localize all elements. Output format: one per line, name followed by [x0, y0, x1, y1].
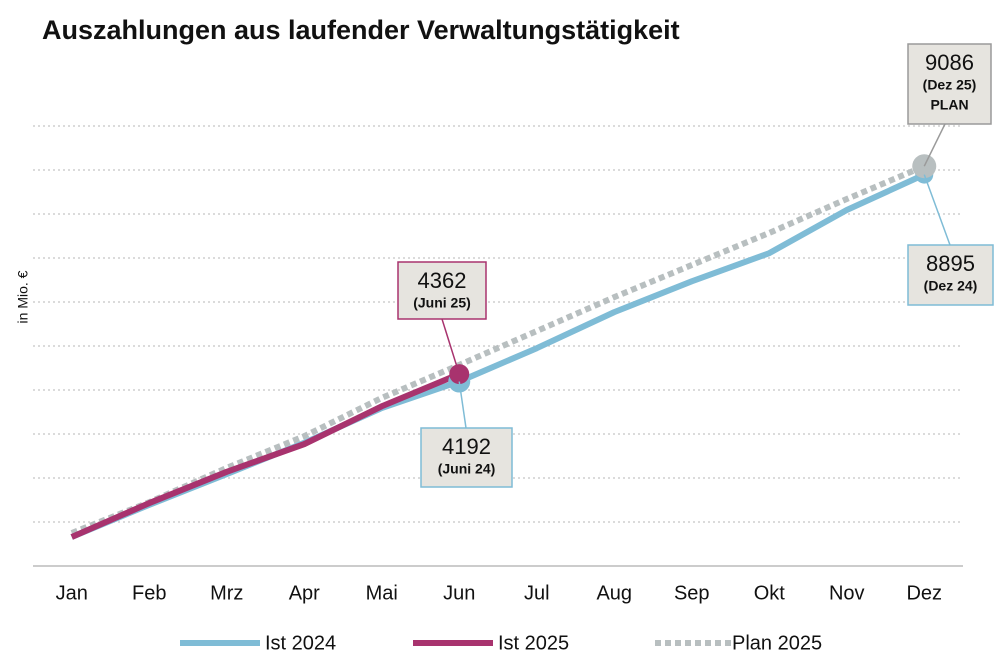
annotation-connector — [923, 174, 951, 246]
x-tick-label: Apr — [289, 582, 320, 604]
series-line — [70, 371, 461, 540]
x-tick-label: Feb — [132, 582, 166, 604]
annotation-box — [397, 261, 487, 320]
legend-label: Plan 2025 — [732, 632, 822, 654]
annotation-label: (Dez 24) — [924, 278, 978, 294]
annotation-label: (Juni 25) — [413, 295, 471, 311]
y-axis-label: in Mio. € — [15, 270, 31, 323]
x-tick-label: Jul — [524, 582, 550, 604]
x-tick-label: Mrz — [210, 582, 243, 604]
annotation-label: (Dez 25) — [923, 77, 977, 93]
x-tick-label: Nov — [829, 582, 865, 604]
annotation-value: 9086 — [925, 50, 974, 75]
x-tick-label: Jun — [443, 582, 475, 604]
x-tick-label: Aug — [596, 582, 632, 604]
annotation-box — [907, 244, 994, 306]
x-tick-label: Sep — [674, 582, 710, 604]
annotation-connector — [458, 381, 467, 429]
annotation-note: PLAN — [930, 97, 968, 113]
annotation-value: 8895 — [926, 251, 975, 276]
annotation-label: (Juni 24) — [438, 461, 496, 477]
chart-title: Auszahlungen aus laufender Verwaltungstä… — [42, 15, 680, 45]
legend-label: Ist 2025 — [498, 632, 569, 654]
annotation-box — [420, 427, 513, 488]
annotation-box — [907, 43, 992, 125]
annotation-connector — [923, 123, 946, 167]
annotation-connector — [441, 318, 460, 375]
legend-label: Ist 2024 — [265, 632, 336, 654]
x-tick-label: Dez — [906, 582, 942, 604]
annotation-value: 4192 — [442, 434, 491, 459]
x-tick-label: Mai — [366, 582, 398, 604]
annotation-value: 4362 — [418, 268, 467, 293]
x-tick-label: Jan — [56, 582, 88, 604]
x-tick-label: Okt — [754, 582, 786, 604]
series-line — [70, 163, 926, 536]
